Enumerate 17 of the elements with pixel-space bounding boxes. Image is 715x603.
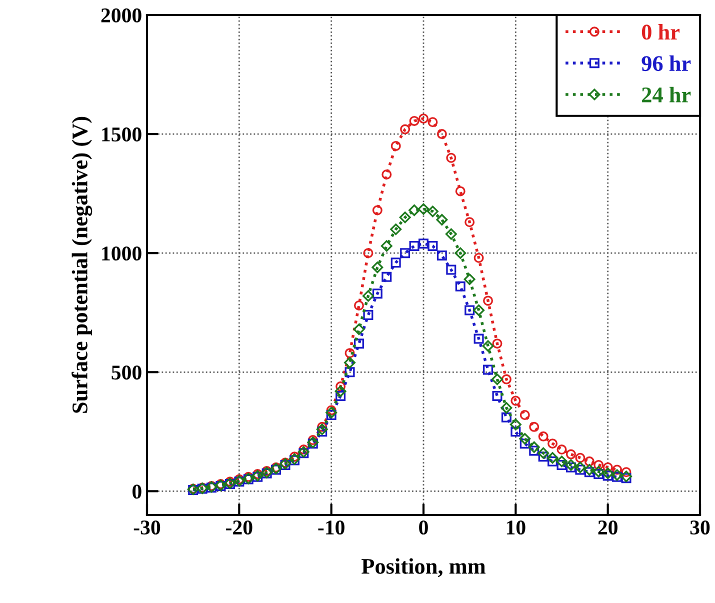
x-tick-label: -30 bbox=[134, 520, 160, 535]
x-tick-label: -10 bbox=[318, 520, 344, 535]
y-tick-label: 2000 bbox=[101, 8, 142, 22]
y-tick-label: 500 bbox=[112, 366, 142, 380]
legend-label: 96 hr bbox=[642, 55, 691, 72]
legend-label: 0 hr bbox=[642, 24, 680, 40]
x-tick-label: 10 bbox=[506, 520, 526, 535]
y-tick-label: 0 bbox=[132, 484, 142, 499]
x-tick-label: 20 bbox=[598, 520, 618, 535]
x-tick-label: 0 bbox=[419, 520, 428, 535]
y-tick-label: 1000 bbox=[102, 246, 142, 261]
x-axis-title: Position, mm bbox=[362, 558, 486, 578]
x-tick-label: -20 bbox=[226, 520, 252, 535]
x-tick-label: 30 bbox=[690, 520, 710, 535]
legend-label: 24 hr bbox=[642, 86, 691, 102]
y-axis-title: Surface potential (negative) (V) bbox=[72, 116, 92, 413]
y-tick-label: 1500 bbox=[102, 127, 142, 142]
